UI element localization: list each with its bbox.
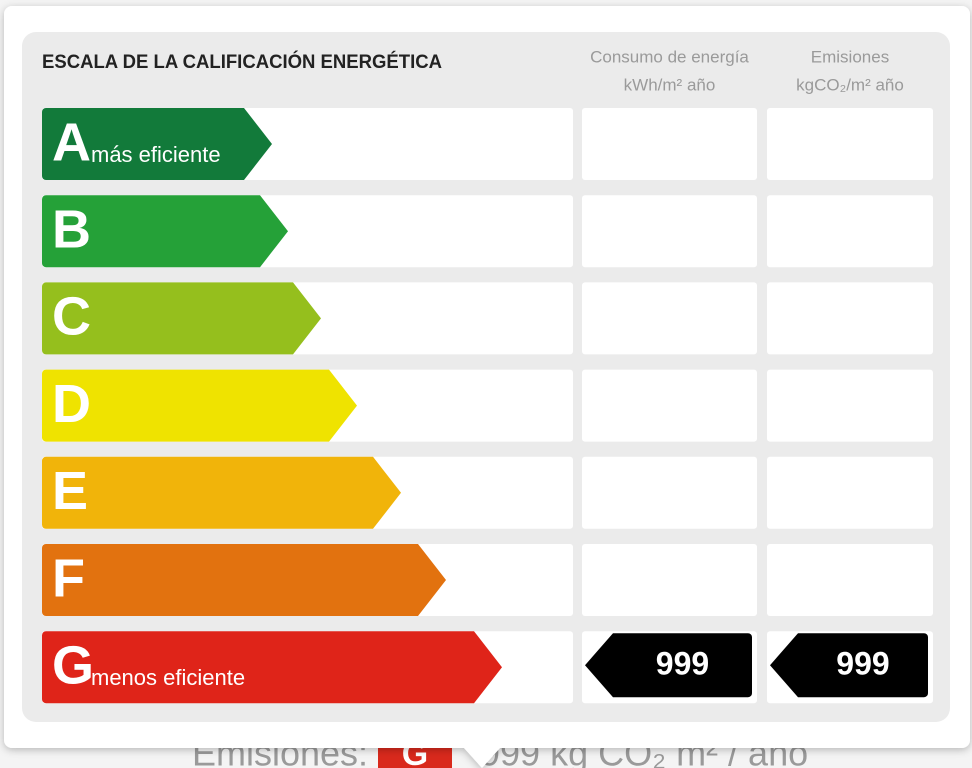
value-cell <box>582 544 757 616</box>
value-cell <box>582 195 757 268</box>
value-cell <box>767 282 933 355</box>
rating-letter: B <box>52 199 91 259</box>
rating-letter: D <box>52 374 91 434</box>
value-cell <box>582 456 757 529</box>
value-cell <box>767 195 933 268</box>
rating-letter: F <box>52 548 85 608</box>
rating-value-badge <box>770 633 928 698</box>
rating-value: 999 <box>656 646 709 682</box>
rating-arrow <box>42 195 288 268</box>
rating-arrow <box>42 544 446 616</box>
rating-arrow <box>42 456 401 529</box>
rating-rows: Consumo de energía kWh/m² año Emisiones kgC… <box>42 47 933 704</box>
value-cell <box>767 544 933 616</box>
value-cell <box>767 456 933 529</box>
rating-letter: C <box>52 287 91 347</box>
rating-arrow <box>42 108 272 180</box>
column-unit: kWh/m² año <box>624 75 716 94</box>
value-cell <box>767 369 933 442</box>
column-title: Emisiones <box>811 47 889 66</box>
rating-label: más eficiente <box>91 142 221 167</box>
rating-arrow <box>42 369 357 442</box>
rating-value-badge <box>585 633 752 698</box>
rating-letter: E <box>52 461 88 521</box>
column-title: Consumo de energía <box>590 47 749 66</box>
panel-title: ESCALA DE LA CALIFICACIÓN ENERGÉTICA <box>42 51 442 73</box>
rating-value: 999 <box>836 646 889 682</box>
column-unit: kgCO₂/m² año <box>796 75 904 94</box>
rating-letter: G <box>52 635 94 695</box>
rating-letter: A <box>52 112 91 172</box>
rating-label: menos eficiente <box>91 665 245 690</box>
rating-arrow <box>42 282 321 355</box>
value-cell <box>582 108 757 180</box>
value-cell <box>767 108 933 180</box>
value-cell <box>582 369 757 442</box>
rating-arrow <box>42 631 502 704</box>
value-cell <box>582 282 757 355</box>
